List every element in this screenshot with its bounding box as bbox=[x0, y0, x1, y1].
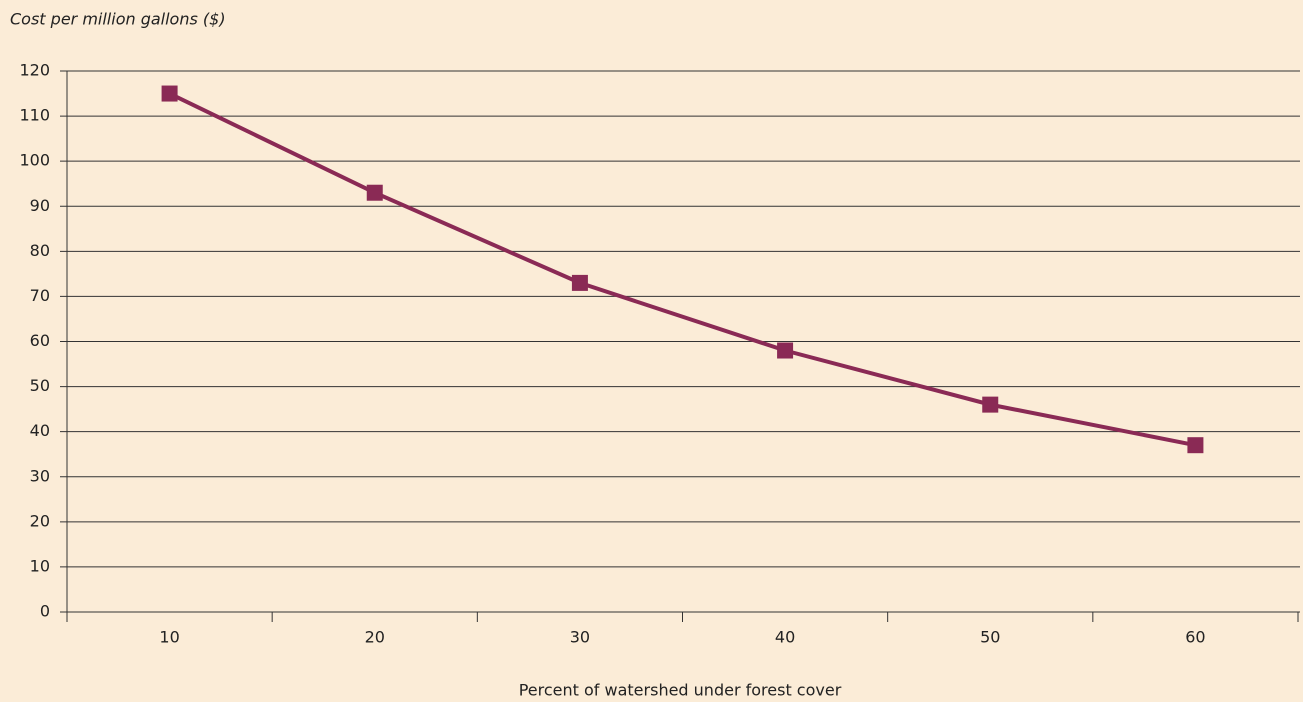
y-tick-label: 110 bbox=[19, 106, 50, 125]
x-tick-label: 30 bbox=[570, 628, 590, 647]
series-line bbox=[168, 91, 1196, 448]
y-tick-label: 90 bbox=[30, 196, 50, 215]
y-tick-label: 70 bbox=[30, 286, 50, 305]
x-tick-label: 10 bbox=[159, 628, 179, 647]
y-tick-label: 60 bbox=[30, 331, 50, 350]
y-tick-label: 10 bbox=[30, 556, 50, 575]
y-tick-label: 40 bbox=[30, 421, 50, 440]
chart-title: Cost per million gallons ($) bbox=[10, 10, 226, 29]
x-axis-label: Percent of watershed under forest cover bbox=[519, 681, 842, 700]
y-tick-label: 100 bbox=[19, 151, 50, 170]
x-tick-label: 20 bbox=[365, 628, 385, 647]
y-tick-label: 0 bbox=[40, 602, 50, 621]
point-marker bbox=[982, 396, 999, 413]
point-marker bbox=[161, 85, 178, 102]
point-marker bbox=[571, 274, 588, 291]
y-tick-label: 50 bbox=[30, 376, 50, 395]
y-tick-label: 120 bbox=[19, 61, 50, 80]
point-marker bbox=[1187, 437, 1204, 454]
y-tick-label: 20 bbox=[30, 511, 50, 530]
point-marker bbox=[777, 342, 794, 359]
x-tick-label: 40 bbox=[775, 628, 795, 647]
point-marker bbox=[366, 184, 383, 201]
y-tick-label: 30 bbox=[30, 466, 50, 485]
y-tick-label: 80 bbox=[30, 241, 50, 260]
x-tick-label: 60 bbox=[1185, 628, 1205, 647]
x-tick-label: 50 bbox=[980, 628, 1000, 647]
